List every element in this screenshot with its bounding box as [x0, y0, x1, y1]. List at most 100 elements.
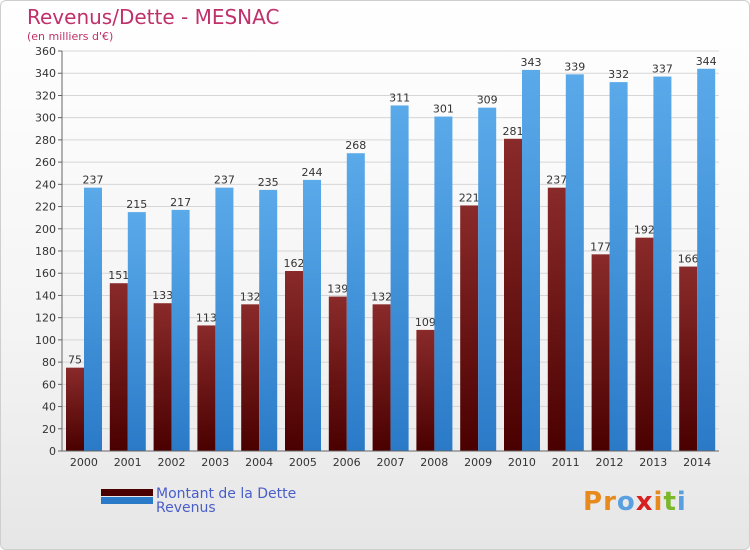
bars: 75 237 151 215 133 217 113 237 132 235 162 244 139 26… [66, 55, 717, 452]
y-tick-label: 180 [35, 245, 56, 258]
bar-dette-2013 [635, 237, 654, 451]
bar-dette-2011 [547, 187, 566, 451]
data-label-revenus-2003: 237 [214, 174, 235, 187]
data-label-revenus-2014: 344 [696, 55, 717, 68]
bar-revenus-2012 [609, 82, 628, 451]
bar-dette-2007 [372, 304, 391, 451]
y-tick-label: 60 [42, 378, 56, 391]
bar-dette-2008 [416, 329, 435, 451]
bar-dette-2004 [241, 304, 260, 451]
data-label-dette-2007: 132 [371, 290, 392, 303]
data-label-dette-2001: 151 [108, 269, 129, 282]
logo-letter: P [583, 487, 604, 517]
bar-revenus-2006 [346, 153, 365, 451]
data-label-dette-2014: 166 [678, 253, 699, 266]
data-label-dette-2009: 221 [459, 191, 480, 204]
logo-letter: r [603, 487, 617, 517]
data-label-revenus-2010: 343 [521, 56, 542, 69]
bar-dette-2014 [679, 266, 698, 451]
bar-revenus-2001 [127, 212, 146, 451]
bar-revenus-2004 [259, 189, 278, 451]
data-label-dette-2002: 133 [152, 289, 173, 302]
y-tick-label: 160 [35, 267, 56, 280]
y-tick-label: 260 [35, 156, 56, 169]
y-tick-label: 200 [35, 223, 56, 236]
data-label-revenus-2006: 268 [345, 139, 366, 152]
bar-dette-2009 [460, 205, 479, 451]
chart-title: Revenus/Dette - MESNAC [27, 5, 280, 29]
y-tick-label: 340 [35, 67, 56, 80]
x-tick-label: 2009 [464, 456, 492, 469]
chart-subtitle: (en milliers d'€) [27, 30, 114, 43]
x-tick-label: 2011 [552, 456, 580, 469]
bar-dette-2002 [153, 303, 172, 451]
data-label-revenus-2011: 339 [564, 60, 585, 73]
bar-dette-2010 [504, 138, 522, 451]
y-tick-label: 300 [35, 112, 56, 125]
x-tick-label: 2008 [420, 456, 448, 469]
data-label-dette-2006: 139 [327, 283, 348, 296]
data-label-dette-2003: 113 [196, 311, 217, 324]
data-label-revenus-2013: 337 [652, 63, 673, 76]
data-label-dette-2010: 281 [503, 125, 524, 138]
data-label-dette-2004: 132 [240, 290, 261, 303]
y-tick-label: 40 [42, 401, 56, 414]
bar-revenus-2013 [653, 76, 672, 452]
x-tick-label: 2002 [158, 456, 186, 469]
bar-dette-2006 [328, 296, 347, 451]
y-tick-label: 80 [42, 356, 56, 369]
x-tick-label: 2007 [377, 456, 405, 469]
legend-label-revenus: Revenus [156, 500, 216, 516]
bar-dette-2003 [197, 325, 216, 451]
y-tick-label: 320 [35, 89, 56, 102]
x-tick-label: 2001 [114, 456, 142, 469]
y-axis: 0 20 40 60 80 100 120 140 160 180 200 220 240 260 280 3… [35, 45, 63, 458]
bar-revenus-2008 [434, 116, 453, 452]
data-label-revenus-2007: 311 [389, 91, 410, 104]
x-axis: 2000 2001 2002 2003 2004 2005 2006 2007 2008 2009… [62, 450, 719, 469]
x-tick-label: 2004 [245, 456, 273, 469]
y-tick-label: 240 [35, 178, 56, 191]
data-label-dette-2008: 109 [415, 316, 436, 329]
x-tick-label: 2000 [70, 456, 98, 469]
y-tick-label: 100 [35, 334, 56, 347]
bar-dette-2005 [285, 271, 303, 451]
bar-dette-2012 [591, 254, 610, 451]
dark-red-swatch [101, 489, 153, 496]
logo-letter: i [676, 487, 687, 517]
data-label-dette-2005: 162 [284, 257, 305, 270]
x-tick-label: 2010 [508, 456, 536, 469]
data-label-revenus-2001: 215 [126, 198, 147, 211]
y-tick-label: 140 [35, 289, 56, 302]
bar-revenus-2014 [697, 68, 716, 452]
y-tick-label: 360 [35, 45, 56, 58]
bar-dette-2001 [109, 283, 128, 451]
bar-revenus-2005 [303, 179, 321, 451]
bar-revenus-2003 [215, 187, 234, 451]
logo-letter: i [653, 487, 664, 517]
x-tick-label: 2014 [683, 456, 711, 469]
x-tick-label: 2012 [596, 456, 624, 469]
x-tick-label: 2006 [333, 456, 361, 469]
logo-letter: o [616, 487, 636, 517]
x-tick-label: 2005 [289, 456, 317, 469]
data-label-revenus-2002: 217 [170, 196, 191, 209]
data-label-revenus-2008: 301 [433, 103, 454, 116]
data-label-revenus-2005: 244 [302, 166, 323, 179]
bar-revenus-2002 [171, 209, 190, 451]
x-tick-label: 2003 [201, 456, 229, 469]
data-label-dette-2000: 75 [68, 354, 82, 367]
logo-letter: x [635, 487, 654, 517]
proxiti-logo: Proxiti [583, 487, 687, 517]
data-label-dette-2011: 237 [546, 174, 567, 187]
bar-dette-2000 [66, 367, 84, 451]
logo-letter: t [663, 487, 677, 517]
bar-revenus-2010 [522, 69, 540, 451]
y-tick-label: 220 [35, 201, 56, 214]
data-label-dette-2013: 192 [634, 224, 655, 237]
blue-swatch [101, 497, 153, 504]
data-label-revenus-2012: 332 [608, 68, 629, 81]
data-label-dette-2012: 177 [590, 240, 611, 253]
